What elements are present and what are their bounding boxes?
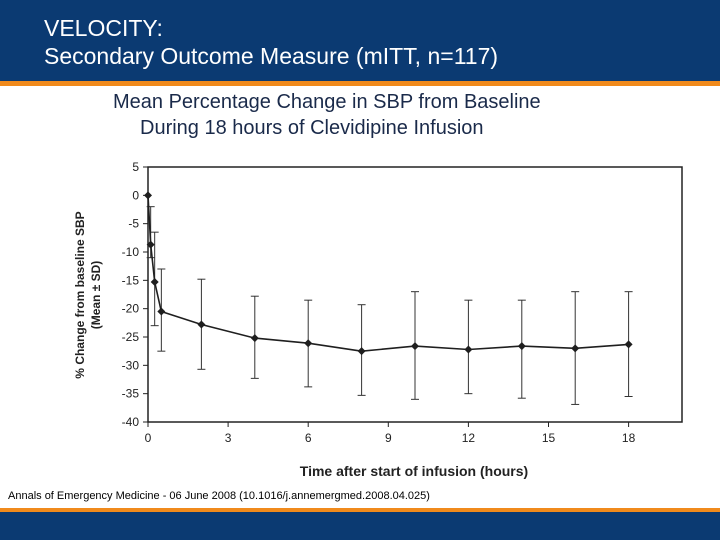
y-tick-label: 0: [132, 188, 139, 202]
data-point-marker: [157, 307, 166, 316]
footer-accent-stripe: [0, 508, 720, 512]
data-point-marker: [250, 334, 259, 343]
x-tick-label: 3: [225, 431, 232, 445]
data-point-marker: [304, 339, 313, 348]
x-tick-label: 15: [542, 431, 556, 445]
x-tick-label: 0: [145, 431, 152, 445]
header-band: [0, 0, 720, 81]
data-point-marker: [517, 342, 526, 351]
slide-title: VELOCITY: Secondary Outcome Measure (mIT…: [44, 14, 498, 70]
footer-band: [0, 512, 720, 540]
chart-title-line-2: During 18 hours of Clevidipine Infusion: [140, 117, 484, 139]
y-tick-label: -15: [122, 273, 140, 287]
slide-title-line-2: Secondary Outcome Measure (mITT, n=117): [44, 43, 499, 69]
header-accent-stripe: [0, 81, 720, 86]
y-axis-label-line-1: % Change from baseline SBP: [73, 211, 87, 378]
x-axis-label: Time after start of infusion (hours): [300, 463, 528, 479]
data-point-marker: [571, 344, 580, 353]
data-point-marker: [624, 340, 633, 349]
data-point-marker: [411, 342, 419, 351]
y-tick-label: -5: [128, 217, 139, 231]
y-axis-label-line-2: (Mean ± SD): [89, 261, 103, 330]
data-point-marker: [197, 320, 206, 329]
error-bars: [146, 206, 633, 405]
data-point-marker: [144, 191, 152, 200]
x-tick-label: 6: [305, 431, 312, 445]
data-point-marker: [150, 278, 159, 287]
citation: Annals of Emergency Medicine - 06 June 2…: [8, 490, 430, 502]
data-point-marker: [464, 345, 473, 354]
y-tick-label: -10: [122, 245, 140, 259]
data-markers: [144, 191, 633, 356]
x-tick-label: 12: [462, 431, 476, 445]
x-tick-label: 18: [622, 431, 636, 445]
y-tick-label: -40: [122, 415, 140, 429]
y-tick-label: -35: [122, 387, 140, 401]
data-point-marker: [357, 347, 366, 356]
plot-area-frame: [147, 166, 683, 423]
y-tick-label: -30: [122, 358, 140, 372]
y-tick-label: -25: [122, 330, 140, 344]
y-tick-label: 5: [132, 160, 139, 174]
data-point-marker: [146, 240, 155, 249]
series-line: [147, 195, 629, 353]
x-axis: 0 3 6 9 12 15 18: [145, 422, 636, 445]
y-axis: 5 0 -5 -10 -15 -20 -25 -30 -35 -40: [122, 160, 148, 429]
y-tick-label: -20: [122, 302, 140, 316]
sbp-line-chart: 5 0 -5 -10 -15 -20 -25 -30 -35 -40 0 3 6 9 12 15 18 Tim…: [73, 160, 683, 479]
x-tick-label: 9: [385, 431, 392, 445]
slide-title-line-1: VELOCITY:: [44, 15, 163, 41]
chart-title-line-1: Mean Percentage Change in SBP from Basel…: [113, 91, 541, 113]
